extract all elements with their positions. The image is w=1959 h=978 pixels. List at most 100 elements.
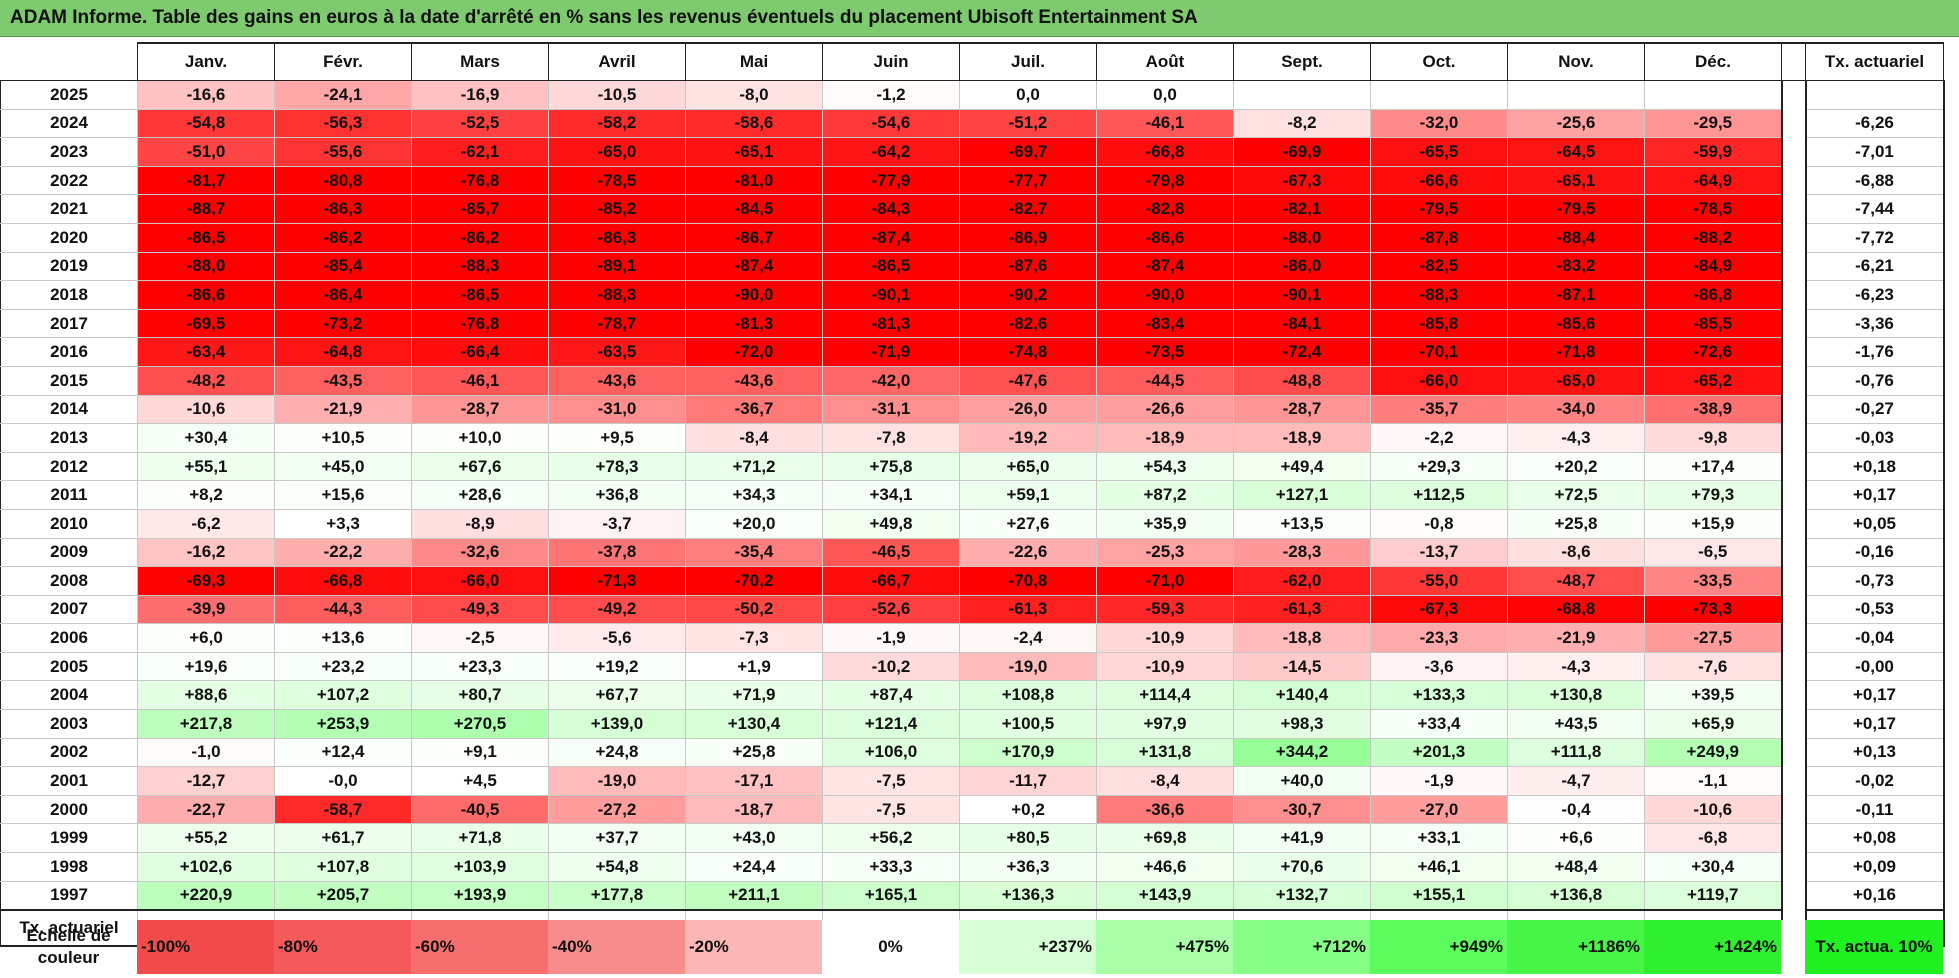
table-row: 2023 -51,0 -55,6 -62,1 -65,0 -65,1 -64,2 -69,7-… [0,137,1945,167]
table-cell: -79,5 [1370,194,1508,224]
row-rate: -1,76 [1804,337,1945,367]
table-cell: +34,3 [685,480,823,510]
table-cell: -34,0 [1507,394,1645,425]
table-cell: +49,8 [822,508,960,539]
table-cell: -19,0 [548,766,686,796]
table-cell: -8,2 [1233,108,1371,139]
table-cell: -85,8 [1370,308,1508,339]
table-cell: -52,5 [411,108,549,139]
row-rate: -6,26 [1804,108,1945,139]
row-year: 2018 [0,280,138,310]
table-cell: +37,7 [548,823,686,854]
table-cell: -30,7 [1233,794,1371,825]
table-cell: -87,4 [822,222,960,253]
table-cell: +15,6 [274,480,412,510]
table-cell: +71,9 [685,680,823,711]
table-cell: -7,5 [822,766,960,796]
table-row: 2009 -16,2 -22,2 -32,6 -37,8 -35,4 -46,5 -22,6-… [0,537,1945,568]
table-cell: -69,9 [1233,137,1371,167]
table-cell: +43,0 [685,823,823,854]
table-cell: +65,9 [1644,709,1783,739]
table-cell: -49,3 [411,594,549,625]
table-cell: -87,8 [1370,222,1508,253]
table-cell: -32,6 [411,537,549,568]
table-cell: -84,9 [1644,251,1783,282]
table-cell: -88,3 [411,251,549,282]
table-cell: +79,3 [1644,480,1783,510]
table-cell: -35,4 [685,537,823,568]
table-cell: +121,4 [822,709,960,739]
table-cell [1507,80,1645,110]
table-cell: -43,6 [685,365,823,396]
row-rate: -0,03 [1804,423,1945,453]
table-cell: +103,9 [411,852,549,882]
row-rate: -0,16 [1804,537,1945,568]
table-cell: -18,9 [1096,423,1234,453]
table-cell: +41,9 [1233,823,1371,854]
table-cell: -90,1 [822,280,960,310]
table-cell: +1,9 [685,651,823,682]
table-cell: -18,7 [685,794,823,825]
table-cell: -86,0 [1233,251,1371,282]
table-cell [1370,80,1508,110]
table-cell: +15,9 [1644,508,1783,539]
table-cell: -86,6 [137,280,275,310]
table-cell: +130,4 [685,709,823,739]
column-gap [1781,709,1806,739]
table-cell: -85,4 [274,251,412,282]
table-cell: -12,7 [137,766,275,796]
column-gap [1781,42,1806,81]
row-rate: -0,11 [1804,794,1945,825]
table-cell: +35,9 [1096,508,1234,539]
table-cell: +30,4 [137,423,275,453]
table-cell: -39,9 [137,594,275,625]
table-cell: -10,6 [137,394,275,425]
table-cell: +78,3 [548,451,686,482]
table-cell: -65,5 [1370,137,1508,167]
color-scale: Echelle de couleur -100% -80% -60% -40% -20% 0… [0,920,1943,974]
table-cell: -1,9 [822,623,960,653]
table-cell: -72,0 [685,337,823,367]
table-cell: +75,8 [822,451,960,482]
row-year: 2014 [0,394,138,425]
row-year: 1998 [0,852,138,882]
table-cell: +67,6 [411,451,549,482]
column-gap [1781,252,1806,281]
table-cell: +106,0 [822,737,960,768]
table-row: 2019 -88,0 -85,4 -88,3 -89,1 -87,4 -86,5 -87,6-… [0,251,1945,282]
table-cell: +43,5 [1507,709,1645,739]
scale-step: +949% [1370,920,1507,974]
row-year: 2011 [0,480,138,510]
table-cell: +102,6 [137,852,275,882]
table-cell: +29,3 [1370,451,1508,482]
table-cell: +19,2 [548,651,686,682]
column-gap [1781,538,1806,567]
table-cell: +70,6 [1233,852,1371,882]
header-month: Juin [822,42,960,81]
column-gap [1781,823,1806,853]
header-corner [0,43,138,81]
table-cell: -5,6 [548,623,686,653]
scale-step: +237% [959,920,1096,974]
table-cell: +46,1 [1370,852,1508,882]
table-cell: -69,7 [959,137,1097,167]
table-cell: -83,2 [1507,251,1645,282]
table-cell: +253,9 [274,709,412,739]
table-row: 2014 -10,6 -21,9 -28,7 -31,0 -36,7 -31,1 -26,0-… [0,394,1945,425]
table-cell: +4,5 [411,766,549,796]
table-cell: -88,4 [1507,222,1645,253]
table-cell: -88,2 [1644,222,1783,253]
table-cell: -18,8 [1233,623,1371,653]
table-cell: -78,5 [548,165,686,196]
table-cell: -21,9 [1507,623,1645,653]
table-cell: -9,8 [1644,423,1783,453]
column-gap [1781,795,1806,824]
table-cell: +46,6 [1096,852,1234,882]
table-cell: +33,1 [1370,823,1508,854]
table-cell: -55,0 [1370,566,1508,596]
table-row: 2025 -16,6 -24,1 -16,9 -10,5 -8,0 -1,2 0,0 0,0 [0,80,1945,110]
column-gap [1781,566,1806,596]
table-cell: -31,0 [548,394,686,425]
row-year: 2022 [0,165,138,196]
table-cell: -33,5 [1644,566,1783,596]
